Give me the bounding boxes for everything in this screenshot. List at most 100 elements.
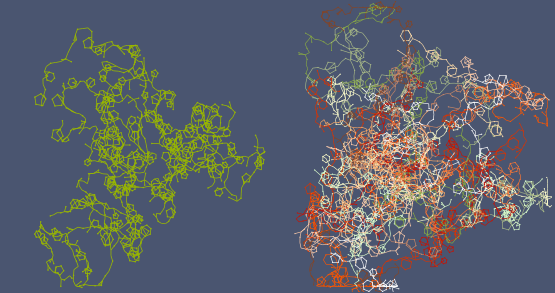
Point <box>116 92 125 97</box>
Point <box>304 208 312 212</box>
Point <box>376 158 385 163</box>
Point <box>331 220 340 224</box>
Point <box>398 169 407 174</box>
Point <box>126 137 135 142</box>
Point <box>493 123 502 127</box>
Point <box>309 255 318 259</box>
Point <box>327 182 336 187</box>
Point <box>502 86 511 91</box>
Point <box>382 174 391 179</box>
Point <box>337 262 346 267</box>
Point <box>427 185 436 190</box>
Point <box>344 136 352 141</box>
Point <box>463 180 472 185</box>
Point <box>77 119 86 123</box>
Point <box>174 134 183 138</box>
Point <box>306 181 315 186</box>
Point <box>427 147 436 152</box>
Point <box>379 281 388 285</box>
Point <box>432 58 441 63</box>
Point <box>40 236 49 240</box>
Point <box>163 100 171 105</box>
Point <box>495 73 504 78</box>
Point <box>386 200 395 205</box>
Point <box>319 172 327 177</box>
Point <box>95 225 104 230</box>
Point <box>383 196 392 201</box>
Point <box>82 78 91 83</box>
Point <box>445 125 453 130</box>
Point <box>127 248 136 253</box>
Point <box>458 187 467 192</box>
Point <box>98 99 107 104</box>
Point <box>470 109 479 114</box>
Point <box>462 110 471 115</box>
Point <box>142 108 151 112</box>
Point <box>80 254 89 259</box>
Point <box>411 138 420 143</box>
Point <box>390 292 398 293</box>
Point <box>396 80 405 85</box>
Point <box>208 166 217 171</box>
Point <box>395 226 403 230</box>
Point <box>396 174 405 178</box>
Point <box>333 271 342 276</box>
Point <box>337 192 346 197</box>
Point <box>106 226 115 230</box>
Point <box>239 158 248 163</box>
Point <box>477 221 486 226</box>
Point <box>442 57 451 62</box>
Point <box>230 142 239 146</box>
Point <box>334 120 343 125</box>
Point <box>385 154 394 158</box>
Point <box>456 173 465 178</box>
Point <box>478 219 487 224</box>
Point <box>379 149 388 154</box>
Point <box>400 177 408 181</box>
Point <box>442 228 451 233</box>
Point <box>398 223 407 228</box>
Point <box>432 143 441 148</box>
Point <box>152 125 161 129</box>
Point <box>102 136 111 141</box>
Point <box>386 70 395 75</box>
Point <box>175 128 184 133</box>
Point <box>458 219 467 224</box>
Point <box>437 178 446 182</box>
Point <box>386 172 395 176</box>
Point <box>65 77 74 81</box>
Point <box>144 113 153 118</box>
Point <box>377 167 386 172</box>
Point <box>528 93 537 98</box>
Point <box>314 65 322 70</box>
Point <box>135 167 144 171</box>
Point <box>391 84 400 89</box>
Point <box>365 86 374 91</box>
Point <box>324 93 333 98</box>
Point <box>388 278 397 283</box>
Point <box>381 182 390 187</box>
Point <box>450 143 458 147</box>
Point <box>440 169 448 174</box>
Point <box>177 171 186 176</box>
Point <box>342 214 351 218</box>
Point <box>439 223 448 228</box>
Point <box>445 161 454 166</box>
Point <box>427 55 436 59</box>
Point <box>346 32 355 37</box>
Point <box>436 244 445 249</box>
Point <box>542 193 551 198</box>
Point <box>413 188 422 193</box>
Point <box>374 145 383 149</box>
Point <box>429 201 438 206</box>
Point <box>413 185 422 190</box>
Point <box>493 93 502 98</box>
Point <box>389 2 398 7</box>
Point <box>444 170 453 174</box>
Point <box>324 123 332 127</box>
Point <box>408 85 417 90</box>
Point <box>379 167 388 172</box>
Point <box>315 217 324 222</box>
Point <box>134 134 143 139</box>
Point <box>72 185 81 189</box>
